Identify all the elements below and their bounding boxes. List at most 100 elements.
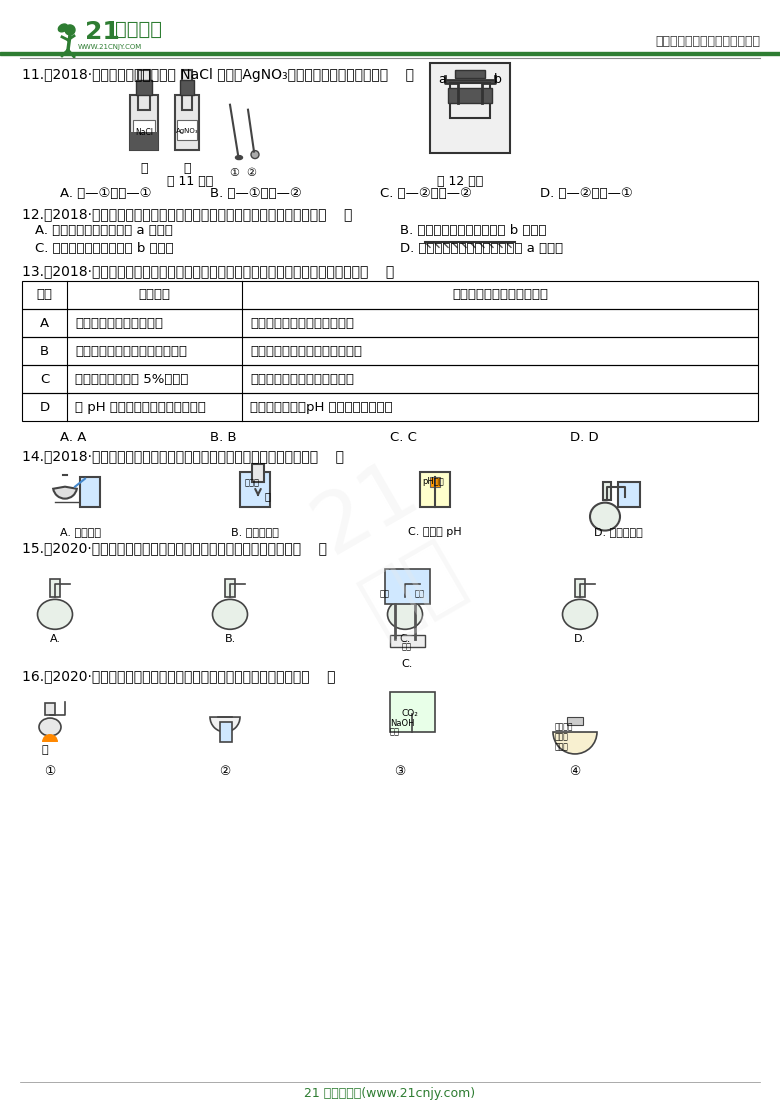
Bar (22, 281, 758, 309)
Bar (22, 393, 758, 421)
Ellipse shape (388, 599, 423, 630)
Text: pH试纸: pH试纸 (422, 476, 444, 485)
Bar (130, 95, 158, 150)
Text: C. 排水法收集氢气时，由 b 口进气: C. 排水法收集氢气时，由 b 口进气 (35, 243, 174, 255)
Text: A.: A. (49, 634, 61, 644)
Bar (420, 472, 450, 506)
Bar (448, 88, 492, 103)
Ellipse shape (562, 599, 597, 630)
Text: 烧杯、玻璃棒、pH 试纸、标准比色卡: 烧杯、玻璃棒、pH 试纸、标准比色卡 (250, 400, 392, 414)
Bar (180, 79, 194, 95)
Bar (430, 476, 440, 486)
Text: 14.（2018·衢州）规范操作是科学实验成功的关键，下列操作正确的是（    ）: 14.（2018·衢州）规范操作是科学实验成功的关键，下列操作正确的是（ ） (22, 449, 344, 463)
Bar (182, 69, 192, 109)
Bar (575, 579, 585, 598)
Bar (390, 692, 435, 732)
Text: 氧气: 氧气 (415, 589, 425, 599)
Text: 第 12 题图: 第 12 题图 (437, 174, 483, 188)
Text: CO₂: CO₂ (402, 709, 418, 718)
Text: A. A: A. A (60, 431, 87, 443)
Text: A: A (40, 318, 49, 330)
Text: A. 甲—①，乙—①: A. 甲—①，乙—① (60, 188, 151, 201)
Text: 烧杯、玻璃棒、蒸发皿、量筒: 烧杯、玻璃棒、蒸发皿、量筒 (250, 318, 354, 330)
Text: 中小学教育资源及组卷应用平台: 中小学教育资源及组卷应用平台 (655, 35, 760, 47)
Text: ②: ② (246, 168, 256, 178)
Bar (0, 52, 780, 55)
Text: B. 甲—①，乙—②: B. 甲—①，乙—② (210, 188, 302, 201)
Ellipse shape (39, 718, 61, 736)
Text: D: D (40, 400, 50, 414)
Text: A. 排水法收集氧气时，由 a 口进气: A. 排水法收集氧气时，由 a 口进气 (35, 224, 173, 237)
Text: 第 11 题图: 第 11 题图 (167, 174, 213, 188)
Bar (240, 472, 270, 506)
Text: WWW.21CNJY.COM: WWW.21CNJY.COM (78, 44, 142, 50)
Text: A. 倾倒液体: A. 倾倒液体 (59, 526, 101, 536)
Bar (603, 482, 611, 500)
Bar (450, 83, 490, 118)
Bar (22, 309, 758, 338)
Bar (80, 476, 100, 506)
Text: 分离氯化钾和二氧化锰的混合物: 分离氯化钾和二氧化锰的混合物 (75, 345, 187, 358)
Wedge shape (553, 732, 597, 754)
Bar (400, 579, 410, 598)
Bar (225, 579, 235, 598)
Bar (430, 63, 510, 152)
Bar (133, 119, 155, 140)
Text: 多孔隔板: 多孔隔板 (555, 722, 573, 731)
Text: 硫酸铜晶体的制备和生长: 硫酸铜晶体的制备和生长 (75, 318, 163, 330)
Bar (175, 95, 199, 150)
Text: 烧杯、玻璃、胶头滴管、量筒: 烧杯、玻璃、胶头滴管、量筒 (250, 373, 354, 386)
Text: 选项: 选项 (37, 288, 52, 301)
Text: D. 甲—②，乙—①: D. 甲—②，乙—① (540, 188, 633, 201)
Text: 21 世纪教育网(www.21cnjy.com): 21 世纪教育网(www.21cnjy.com) (304, 1088, 476, 1100)
Bar (385, 569, 430, 604)
Text: NaCl: NaCl (135, 128, 153, 137)
Bar (252, 463, 264, 482)
Text: ①: ① (44, 764, 55, 778)
Ellipse shape (236, 156, 243, 160)
Text: a: a (438, 73, 446, 86)
Text: 石灰石: 石灰石 (555, 732, 569, 741)
Bar (138, 69, 150, 109)
Text: D.: D. (574, 634, 586, 644)
Text: C.: C. (402, 660, 413, 670)
Text: 浓硫酸: 浓硫酸 (245, 479, 260, 488)
Text: B. B: B. B (210, 431, 236, 443)
Bar (22, 365, 758, 393)
Ellipse shape (212, 599, 247, 630)
Text: C.: C. (399, 634, 411, 644)
Bar (177, 119, 197, 140)
Text: ①: ① (229, 168, 239, 178)
Text: B: B (40, 345, 49, 358)
Text: 12.（2018·湖州）如图所示的装置有很多用途，下列使用方法不正确的是（    ）: 12.（2018·湖州）如图所示的装置有很多用途，下列使用方法不正确的是（ ） (22, 207, 353, 222)
Text: 16.（2020·定海模拟）下列实验装置进行的相应实验，能实验目的是（    ）: 16.（2020·定海模拟）下列实验装置进行的相应实验，能实验目的是（ ） (22, 670, 335, 683)
Text: 21
教育: 21 教育 (300, 447, 480, 651)
Text: AgNO₃: AgNO₃ (176, 128, 198, 133)
Text: B.: B. (225, 634, 236, 644)
Text: B. 稀释浓硫酸: B. 稀释浓硫酸 (231, 526, 279, 536)
Text: C: C (40, 373, 49, 386)
Bar (390, 635, 425, 647)
Ellipse shape (58, 24, 68, 32)
Text: 电池: 电池 (402, 642, 412, 651)
Bar (22, 338, 758, 365)
Text: D. D: D. D (570, 431, 598, 443)
Wedge shape (210, 717, 240, 732)
Bar (130, 131, 158, 150)
Text: 世纪教育: 世纪教育 (115, 20, 162, 39)
Wedge shape (53, 486, 76, 499)
Text: 11.（2018·绍兴）从试剂瓶中取用 NaCl 固体、AgNO₃溶液，需要用到的器材是（    ）: 11.（2018·绍兴）从试剂瓶中取用 NaCl 固体、AgNO₃溶液，需要用到… (22, 67, 414, 82)
Text: 稀盐酸: 稀盐酸 (555, 742, 569, 751)
Text: 🔥: 🔥 (41, 745, 48, 754)
Text: 用固体氯化钠配制 5%的溶液: 用固体氯化钠配制 5%的溶液 (75, 373, 189, 386)
Wedge shape (42, 733, 58, 742)
Text: 用 pH 试纸测定溶液的酸碱性强弱: 用 pH 试纸测定溶液的酸碱性强弱 (75, 400, 206, 414)
Text: C. 甲—②，乙—②: C. 甲—②，乙—② (380, 188, 472, 201)
Text: ②: ② (219, 764, 231, 778)
Circle shape (251, 151, 259, 159)
Text: 21: 21 (85, 20, 120, 44)
Circle shape (65, 25, 75, 35)
Text: b: b (494, 73, 502, 86)
Text: 甲: 甲 (140, 161, 147, 174)
Text: D. 检查气密性: D. 检查气密性 (594, 526, 643, 536)
